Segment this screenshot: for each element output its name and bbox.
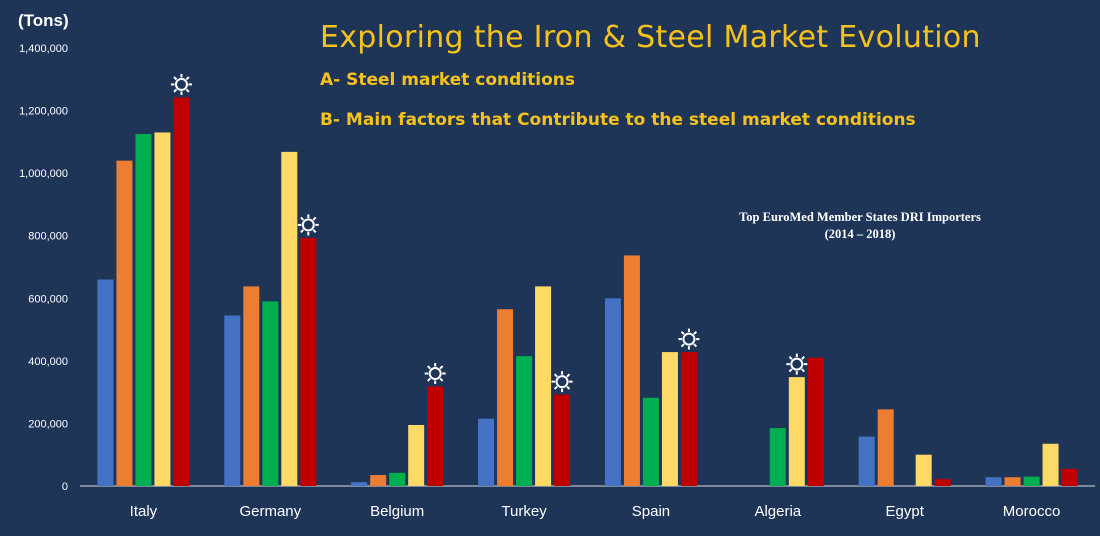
- x-tick-label: Turkey: [501, 503, 547, 520]
- bar: [554, 394, 571, 486]
- bar: [300, 237, 317, 486]
- bar: [661, 352, 678, 486]
- bar: [351, 482, 368, 486]
- bar: [116, 160, 133, 486]
- bar: [154, 132, 171, 486]
- bar: [642, 397, 659, 486]
- bar: [915, 454, 932, 486]
- bar: [604, 298, 621, 486]
- y-axis-unit-label: (Tons): [18, 11, 69, 30]
- bar: [262, 301, 279, 486]
- x-tick-label: Belgium: [370, 503, 424, 520]
- y-tick-label: 0: [62, 481, 68, 493]
- y-tick-label: 200,000: [28, 418, 68, 430]
- bar: [623, 255, 640, 486]
- bar: [858, 436, 875, 486]
- bar: [680, 352, 697, 486]
- bar: [389, 472, 406, 486]
- sun-icon: [786, 353, 808, 375]
- bar: [173, 97, 190, 486]
- bar: [1042, 443, 1059, 486]
- chart-caption-line-1: Top EuroMed Member States DRI Importers: [739, 210, 981, 224]
- bar: [516, 356, 533, 486]
- bar: [877, 409, 894, 486]
- chart-caption-line-2: (2014 – 2018): [824, 227, 896, 241]
- bar: [497, 309, 514, 486]
- y-tick-label: 1,200,000: [19, 106, 68, 118]
- bar: [1061, 468, 1078, 486]
- bar: [535, 286, 552, 486]
- sun-icon: [424, 363, 446, 385]
- sun-icon: [678, 328, 700, 350]
- y-tick-label: 600,000: [28, 293, 68, 305]
- bar: [769, 428, 786, 486]
- y-tick-label: 400,000: [28, 356, 68, 368]
- bar: [243, 286, 260, 486]
- bar: [135, 134, 152, 487]
- bar: [1023, 476, 1040, 486]
- bar: [934, 479, 951, 486]
- bar: [807, 357, 824, 486]
- bar: [370, 475, 387, 486]
- x-tick-label: Egypt: [886, 503, 925, 520]
- x-tick-label: Italy: [130, 503, 158, 520]
- bar: [985, 477, 1002, 486]
- y-tick-label: 800,000: [28, 231, 68, 243]
- x-tick-label: Spain: [632, 503, 670, 520]
- chart-caption: Top EuroMed Member States DRI Importers …: [690, 209, 1030, 243]
- x-tick-label: Algeria: [754, 503, 801, 520]
- subtitle-b: B- Main factors that Contribute to the s…: [320, 110, 916, 130]
- y-tick-label: 1,400,000: [19, 43, 68, 55]
- x-tick-label: Morocco: [1003, 503, 1061, 520]
- sun-icon: [297, 214, 319, 236]
- bar: [478, 418, 495, 486]
- bar: [281, 151, 298, 486]
- bar: [97, 279, 114, 486]
- bar: [224, 315, 241, 486]
- sun-icon: [170, 73, 192, 95]
- x-tick-label: Germany: [239, 503, 301, 520]
- bar: [788, 377, 805, 486]
- bar: [408, 424, 425, 486]
- bar: [1004, 477, 1021, 486]
- sun-icon: [551, 371, 573, 393]
- subtitle-a: A- Steel market conditions: [320, 70, 576, 90]
- bar: [427, 386, 444, 486]
- y-tick-label: 1,000,000: [19, 168, 68, 180]
- page-title: Exploring the Iron & Steel Market Evolut…: [320, 20, 981, 55]
